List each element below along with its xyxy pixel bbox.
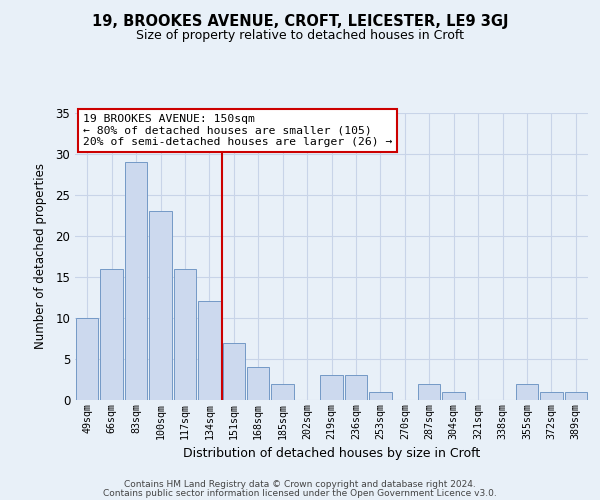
Bar (149, 211, 172, 400)
Bar (100, 268, 123, 400)
Text: 19, BROOKES AVENUE, CROFT, LEICESTER, LE9 3GJ: 19, BROOKES AVENUE, CROFT, LEICESTER, LE… (92, 14, 508, 29)
Bar (125, 162, 148, 400)
Y-axis label: Number of detached properties: Number of detached properties (34, 163, 47, 350)
Bar (442, 392, 465, 400)
Bar (515, 384, 538, 400)
Bar (247, 367, 269, 400)
Bar (223, 342, 245, 400)
Bar (344, 376, 367, 400)
Bar (198, 302, 221, 400)
X-axis label: Distribution of detached houses by size in Croft: Distribution of detached houses by size … (183, 447, 480, 460)
Bar (418, 384, 440, 400)
Bar (565, 392, 587, 400)
Bar (320, 376, 343, 400)
Text: 19 BROOKES AVENUE: 150sqm
← 80% of detached houses are smaller (105)
20% of semi: 19 BROOKES AVENUE: 150sqm ← 80% of detac… (83, 114, 392, 147)
Text: Contains HM Land Registry data © Crown copyright and database right 2024.: Contains HM Land Registry data © Crown c… (124, 480, 476, 489)
Bar (540, 392, 563, 400)
Text: Size of property relative to detached houses in Croft: Size of property relative to detached ho… (136, 28, 464, 42)
Text: Contains public sector information licensed under the Open Government Licence v3: Contains public sector information licen… (103, 489, 497, 498)
Bar (173, 268, 196, 400)
Bar (271, 384, 294, 400)
Bar (369, 392, 392, 400)
Bar (76, 318, 98, 400)
